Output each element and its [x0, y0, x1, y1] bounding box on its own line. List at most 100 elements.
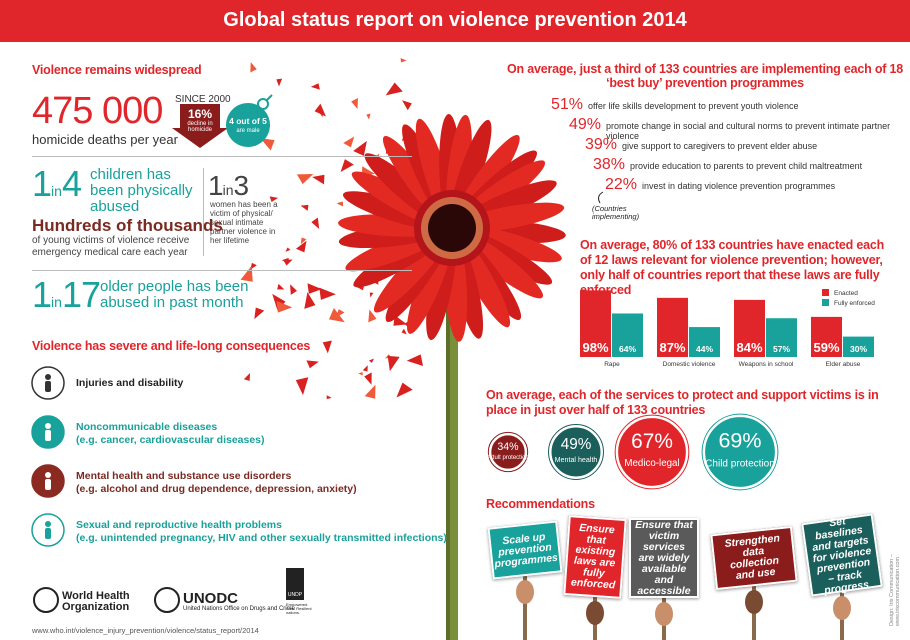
service-circle [549, 425, 603, 479]
recommendation-sign: Set baselines and targets for violence p… [801, 513, 883, 597]
petal-fragment [276, 78, 283, 87]
service-name: Mental health [555, 456, 598, 464]
consequence-title: Noncommunicable diseases [76, 421, 218, 433]
decline-arrow [172, 104, 228, 148]
petal-fragment [336, 309, 345, 318]
petal-fragment [369, 292, 374, 298]
sign-stick [523, 572, 527, 640]
hand [655, 602, 673, 626]
unodc-logo-text: UNODC [183, 590, 238, 607]
undp-logo [286, 568, 304, 600]
note: (Countries implementing) [592, 204, 640, 221]
stat-number: 3 [233, 170, 249, 201]
chart-title: On average, 80% of 133 countries have en… [580, 238, 885, 297]
consequence-title: Mental health and substance use disorder… [76, 470, 292, 482]
petal-fragment [254, 307, 265, 320]
petal-fragment [322, 340, 332, 354]
children-caption: children has been physically abused [90, 166, 193, 215]
service-ring [548, 424, 604, 480]
bar [766, 318, 797, 357]
title-bar [0, 0, 910, 42]
footer-url: www.who.int/violence_injury_prevention/v… [32, 626, 259, 635]
bar [843, 336, 874, 357]
service-value: 34% [497, 441, 519, 453]
petal-fragment [358, 372, 363, 376]
bar-value-label: 44% [696, 344, 713, 354]
petal-fragment [401, 328, 407, 335]
flower-disc [428, 204, 476, 252]
bar [811, 316, 842, 357]
programme-text: promote change in social and cultural no… [606, 121, 891, 141]
petal-fragment [276, 300, 293, 313]
note-arrow [598, 191, 604, 204]
section-heading: On average, just a third of 133 countrie… [506, 62, 904, 90]
service-ring [614, 414, 690, 490]
programme-text: invest in dating violence prevention pro… [642, 181, 836, 191]
credit: Design: Iris Communication – www.iriscom… [889, 554, 901, 626]
recommendation-sign: Ensure that existing laws are fully enfo… [563, 515, 627, 599]
who-logo-text: World Health Organization [62, 590, 130, 613]
bar-value-label: 87% [659, 340, 685, 355]
undp-full: Empowered lives. Resilient nations. [286, 602, 312, 615]
x-tick-label: Elder abuse [826, 361, 861, 368]
consequence-detail: (e.g. unintended pregnancy, HIV and othe… [76, 532, 447, 544]
service-ring [701, 413, 779, 491]
consequence-title: Sexual and reproductive health problems [76, 519, 282, 531]
consequence-icon-figure [45, 479, 51, 490]
recommendation-sign: Strengthen data collection and use [710, 525, 798, 591]
programme-percent: 51% [551, 96, 584, 113]
petal-fragment [243, 373, 251, 381]
section-heading: Recommendations [486, 497, 595, 511]
petal-fragment [307, 283, 322, 294]
petal-fragment [328, 308, 345, 323]
service-name: Medico-legal [624, 458, 679, 469]
male-symbol-arrow [266, 94, 273, 101]
consequence-icon-figure [45, 521, 51, 527]
bar-value-label: 84% [736, 340, 762, 355]
women-caption: women has been a victim of physical/ sex… [210, 200, 278, 245]
consequence-icon-figure [45, 472, 51, 478]
programme-percent: 39% [585, 136, 618, 153]
consequence-detail: (e.g. alcohol and drug dependence, depre… [76, 483, 357, 495]
consequence-detail: (e.g. cancer, cardiovascular diseases) [76, 434, 265, 446]
decline-caption: decline in homicide [187, 121, 213, 133]
young-headline: Hundreds of thousands [32, 216, 223, 235]
legend-label: Enacted [834, 290, 858, 297]
x-tick-label: Domestic violence [663, 361, 716, 368]
stat-number: 4 [61, 163, 82, 204]
divider [203, 168, 204, 256]
homicide-number: 475 000 [32, 90, 163, 132]
petal-fragment [314, 103, 326, 117]
recommendation-sign: Scale up prevention programmes [487, 520, 563, 580]
bar-value-label: 64% [619, 344, 636, 354]
petal-fragment [340, 159, 354, 172]
petal-fragment [281, 257, 290, 264]
section-heading: Violence remains widespread [32, 63, 202, 77]
consequence-icon-figure [45, 528, 51, 539]
petal-fragment [269, 196, 279, 203]
service-value: 69% [718, 429, 761, 453]
petal-fragment [368, 309, 377, 323]
bar [734, 299, 765, 357]
section-heading: On average, each of the services to prot… [486, 388, 879, 417]
homicide-caption: homicide deaths per year [32, 132, 178, 147]
petal-fragment [364, 372, 372, 385]
unodc-logo [154, 587, 180, 613]
service-circle [489, 433, 527, 471]
bar [580, 290, 611, 357]
x-tick-label: Rape [604, 361, 620, 368]
title: Global status report on violence prevent… [223, 9, 687, 31]
legend-swatch [822, 289, 829, 296]
bar [657, 297, 688, 357]
petal-fragment [285, 247, 291, 252]
bar-value-label: 59% [813, 340, 839, 355]
bar-value-label: 30% [850, 344, 867, 354]
hand [586, 601, 604, 625]
male-caption: are male [236, 128, 260, 134]
service-ring [487, 431, 529, 473]
petal-fragment [326, 395, 332, 400]
service-circle [616, 416, 688, 488]
consequence-icon-figure [45, 374, 51, 380]
petal-fragment [351, 97, 358, 110]
hand [833, 596, 851, 620]
